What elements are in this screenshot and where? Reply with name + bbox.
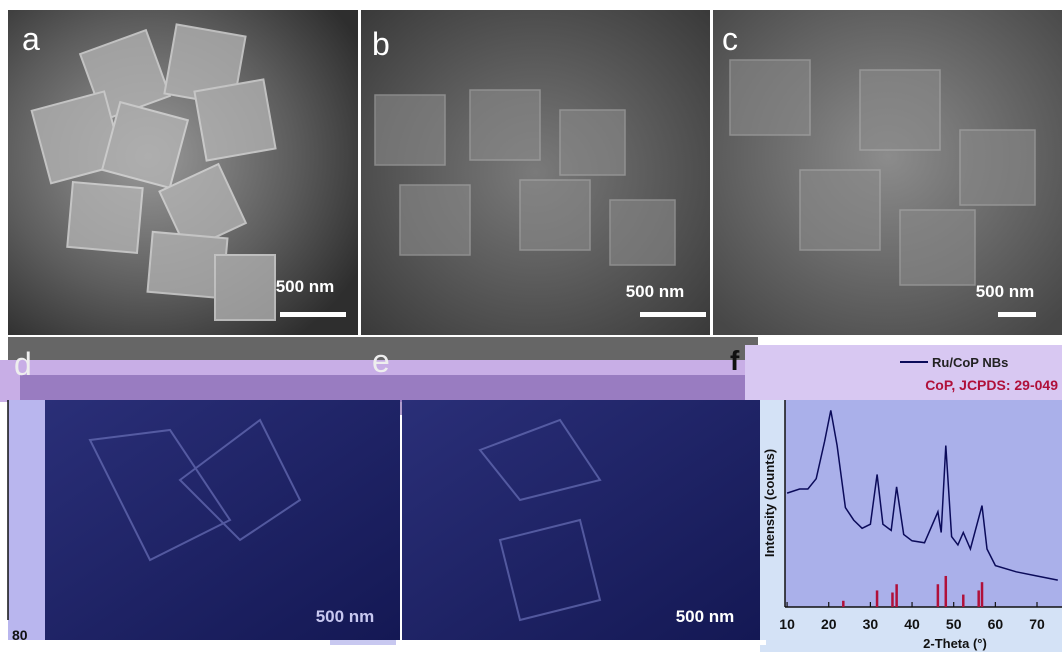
x-tick-label: 30 bbox=[863, 616, 879, 632]
panel-label: a bbox=[22, 21, 40, 57]
panel-label: b bbox=[372, 26, 390, 62]
scale-bar bbox=[700, 640, 766, 645]
scale-label: 500 nm bbox=[676, 607, 735, 626]
sem-image bbox=[45, 400, 400, 640]
x-tick-label: 10 bbox=[779, 616, 795, 632]
fragment-tick: 80 bbox=[12, 627, 28, 643]
legend-label: CoP, JCPDS: 29-049 bbox=[925, 377, 1058, 393]
y-axis-label: Intensity (counts) bbox=[762, 449, 777, 557]
scale-label: 500 nm bbox=[626, 282, 685, 301]
panel-label: c bbox=[722, 21, 738, 57]
x-tick-label: 20 bbox=[821, 616, 837, 632]
legend-label: Ru/CoP NBs bbox=[932, 355, 1008, 370]
scale-label: 500 nm bbox=[976, 282, 1035, 301]
x-tick-label: 50 bbox=[946, 616, 962, 632]
panel-label: d bbox=[14, 346, 32, 382]
scale-label: 500 nm bbox=[316, 607, 375, 626]
panel-label: f bbox=[730, 345, 740, 376]
scale-bar bbox=[640, 312, 706, 317]
panel-label: e bbox=[372, 343, 390, 379]
x-axis-label: 2-Theta (°) bbox=[923, 636, 987, 651]
x-tick-label: 40 bbox=[904, 616, 920, 632]
x-tick-label: 60 bbox=[988, 616, 1004, 632]
x-tick-label: 70 bbox=[1029, 616, 1045, 632]
scale-bar bbox=[280, 312, 346, 317]
page: 80 Intensity (counts) 2-Theta (°) f a 500… bbox=[0, 0, 1062, 652]
scale-bar bbox=[998, 312, 1036, 317]
scale-bar bbox=[330, 640, 396, 645]
figure: 80 Intensity (counts) 2-Theta (°) f a 500… bbox=[0, 0, 1062, 652]
scale-label: 500 nm bbox=[276, 277, 335, 296]
fragment bbox=[8, 400, 45, 640]
